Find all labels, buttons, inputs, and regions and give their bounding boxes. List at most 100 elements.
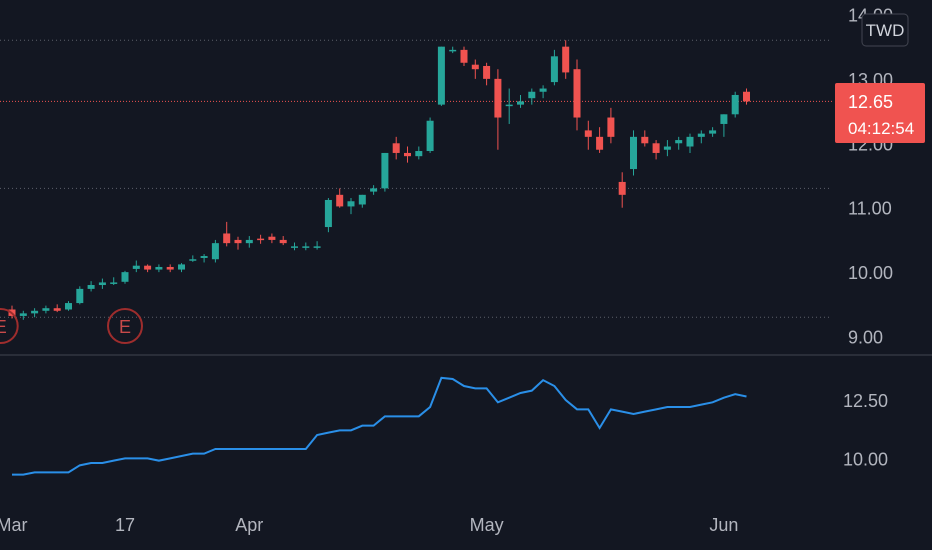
candle	[494, 69, 502, 150]
candle	[607, 107, 615, 144]
candle	[449, 46, 457, 54]
candle	[392, 136, 400, 160]
candle-body	[471, 64, 479, 70]
price-tick-label: 10.00	[848, 263, 893, 283]
earnings-markers[interactable]: EE	[0, 308, 143, 344]
candle-body	[709, 130, 717, 134]
candle	[517, 94, 524, 108]
last-price-value: 12.65	[848, 92, 893, 112]
candle	[268, 233, 276, 244]
candle-body	[686, 136, 694, 147]
candle-body	[358, 194, 366, 205]
earnings-marker[interactable]: E	[107, 308, 143, 344]
currency-badge[interactable]: TWD	[861, 13, 909, 47]
candle-body	[415, 151, 423, 157]
earnings-circle	[0, 308, 19, 344]
candle	[336, 188, 344, 208]
currency-badge-label: TWD	[866, 21, 905, 40]
candle	[144, 264, 152, 273]
candle-body	[211, 243, 219, 260]
candle-body	[720, 114, 728, 124]
candle-body	[189, 259, 197, 261]
candle	[279, 236, 287, 246]
candle-body	[245, 239, 253, 244]
candle-body	[110, 282, 118, 284]
candle-body	[584, 130, 592, 137]
candle	[550, 49, 558, 86]
candle-body	[121, 272, 129, 282]
candle	[313, 241, 321, 250]
candle	[370, 185, 378, 195]
candle	[324, 198, 332, 233]
candle	[460, 46, 468, 66]
candle-body	[697, 133, 705, 137]
candle	[110, 277, 118, 286]
candle-body	[449, 49, 457, 52]
candle	[19, 310, 27, 320]
candle-body	[132, 265, 140, 269]
candle	[42, 305, 50, 314]
candle-body	[155, 266, 163, 270]
candle-body	[652, 143, 660, 153]
candle	[539, 85, 547, 99]
candle-body	[370, 188, 378, 192]
price-tick-label: 9.00	[848, 328, 883, 348]
candle	[211, 239, 219, 263]
time-axis[interactable]: Mar 17 Apr May Jun	[0, 515, 738, 535]
candle-body	[404, 152, 411, 157]
candle	[720, 114, 728, 137]
candle-body	[562, 46, 570, 73]
candle-body	[87, 285, 95, 289]
candle-body	[539, 88, 547, 92]
close-line-series	[12, 376, 747, 476]
candle	[584, 120, 592, 150]
candle-body	[42, 308, 50, 311]
earnings-circle	[107, 308, 143, 344]
candle	[652, 140, 660, 160]
candle	[257, 234, 265, 244]
candle-body	[98, 282, 106, 286]
candle-body	[76, 288, 84, 304]
candle	[596, 127, 604, 153]
candle-body	[663, 146, 671, 150]
close-line	[12, 376, 747, 476]
candle-body	[381, 152, 389, 189]
candle	[234, 236, 242, 250]
candle	[178, 263, 185, 273]
candle-body	[630, 136, 637, 170]
time-tick-label: Apr	[235, 515, 263, 535]
candle-body	[483, 65, 491, 79]
candle-body	[494, 78, 502, 118]
candle-body	[731, 94, 739, 115]
candle	[223, 221, 231, 247]
candle	[381, 152, 389, 192]
candle-body	[596, 136, 604, 150]
candle-body	[234, 239, 242, 244]
last-price-label: 12.65 04:12:54	[835, 83, 925, 143]
candle-body	[437, 46, 445, 105]
candle-body	[426, 120, 434, 152]
candle	[426, 117, 434, 153]
candle-body	[313, 246, 321, 248]
candle-body	[65, 303, 72, 310]
line-pane-axis[interactable]: 10.00 12.50	[843, 391, 888, 469]
candle-body	[53, 308, 61, 311]
candle	[132, 260, 140, 273]
line-tick-label: 12.50	[843, 391, 888, 411]
candle-body	[607, 117, 615, 137]
candle-body	[460, 49, 468, 63]
candlestick-series	[8, 40, 750, 320]
candle	[686, 133, 694, 153]
countdown-timer: 04:12:54	[848, 119, 914, 138]
candle	[31, 308, 39, 318]
candle	[76, 286, 84, 305]
candle	[731, 91, 739, 118]
line-tick-label: 10.00	[843, 449, 888, 469]
candle-body	[550, 56, 558, 83]
candle	[528, 88, 536, 105]
candle	[65, 301, 72, 311]
earnings-marker[interactable]: E	[0, 308, 19, 344]
